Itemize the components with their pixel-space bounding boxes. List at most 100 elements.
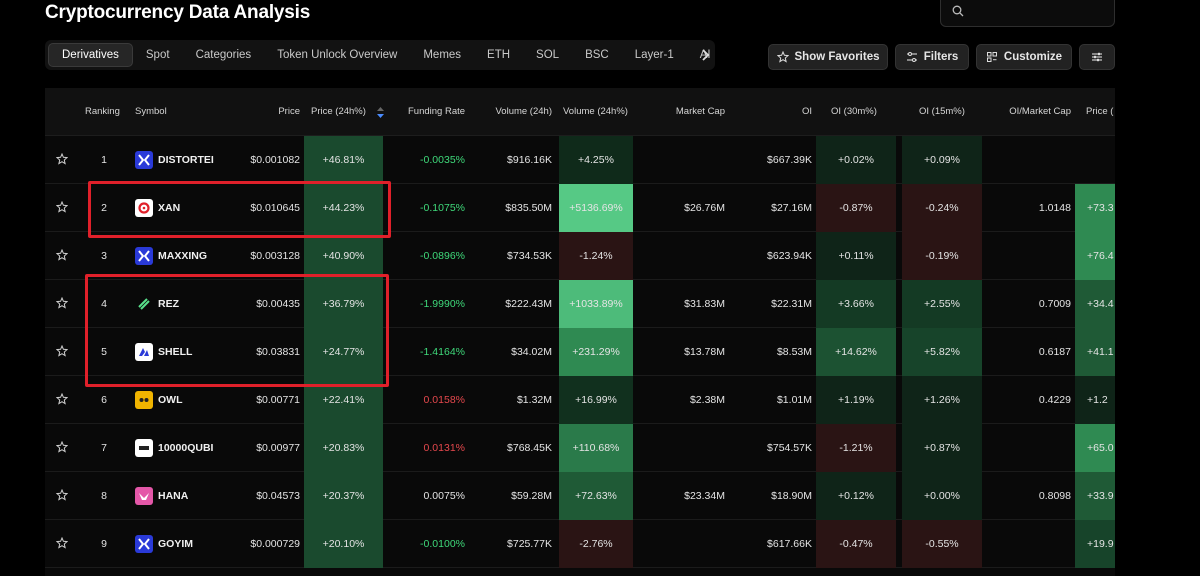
header-oi-15m[interactable]: OI (15m%) xyxy=(919,106,965,117)
market-cap-cell xyxy=(645,136,725,184)
favorite-star-icon[interactable] xyxy=(56,201,68,213)
table-row[interactable]: 2 XAN $0.010645 +44.23% -0.1075% $835.50M +513… xyxy=(45,184,1115,232)
symbol-cell[interactable]: REZ xyxy=(158,298,179,310)
tab-memes[interactable]: Memes xyxy=(423,49,462,61)
price-trunc-cell-bg xyxy=(1075,184,1115,232)
oi-30m-cell: +0.11% xyxy=(838,250,874,262)
filters-button[interactable]: Filters xyxy=(895,44,969,70)
rank-cell: 5 xyxy=(101,346,107,358)
funding-rate-cell: -0.0100% xyxy=(420,538,465,550)
favorite-star-icon[interactable] xyxy=(56,249,68,261)
price-24h-cell-bg xyxy=(304,328,383,376)
customize-label: Customize xyxy=(1003,51,1063,63)
symbol-cell[interactable]: DISTORTEI xyxy=(158,154,214,166)
oi-15m-cell: -0.55% xyxy=(925,538,959,550)
favorite-star-icon[interactable] xyxy=(56,441,68,453)
settings-sliders-button[interactable] xyxy=(1079,44,1115,70)
table-row[interactable]: 1 DISTORTEI $0.001082 +46.81% -0.0035% $916.1… xyxy=(45,136,1115,184)
sort-icon[interactable] xyxy=(377,107,384,118)
oi-market-cap-cell: 0.7009 xyxy=(1038,298,1071,310)
symbol-cell[interactable]: HANA xyxy=(158,490,189,502)
volume-pct-cell: -2.76% xyxy=(579,538,613,550)
oi-cell: $623.94K xyxy=(767,250,812,262)
header-oi-30m[interactable]: OI (30m%) xyxy=(831,106,877,117)
volume-pct-cell-bg xyxy=(559,424,633,472)
header-funding-rate[interactable]: Funding Rate xyxy=(408,106,466,117)
header-price-24h[interactable]: Price (24h%) xyxy=(311,106,366,117)
price-trunc-cell: +65.0 xyxy=(1087,442,1114,454)
table-row[interactable]: 5 SHELL $0.03831 +24.77% -1.4164% $34.02M +231… xyxy=(45,328,1115,376)
symbol-cell[interactable]: MAXXING xyxy=(158,250,208,262)
table-row[interactable]: 9 GOYIM $0.000729 +20.10% -0.0100% $725.77K -2… xyxy=(45,520,1115,568)
symbol-cell[interactable]: OWL xyxy=(158,394,183,406)
oi-15m-cell: +1.26% xyxy=(924,394,960,406)
header-volume-24h-pct[interactable]: Volume (24h%) xyxy=(563,106,628,117)
tab-spot[interactable]: Spot xyxy=(145,49,170,61)
header-market-cap[interactable]: Market Cap xyxy=(675,106,725,117)
show-favorites-button[interactable]: Show Favorites xyxy=(768,44,888,70)
oi-cell: $8.53M xyxy=(776,346,812,358)
tab-token-unlock-overview[interactable]: Token Unlock Overview xyxy=(277,49,398,61)
oi-15m-cell: +5.82% xyxy=(924,346,960,358)
volume-cell: $34.02M xyxy=(511,346,552,358)
symbol-cell[interactable]: 10000QUBI xyxy=(158,442,214,454)
tab-ai[interactable]: AI xyxy=(699,49,711,61)
header-price[interactable]: Price xyxy=(278,106,300,117)
funding-rate-cell: -1.4164% xyxy=(420,346,465,358)
header-ranking[interactable]: Ranking xyxy=(85,106,120,117)
volume-pct-cell-bg xyxy=(559,376,633,424)
oi-15m-cell-bg xyxy=(902,280,982,328)
price-trunc-cell-bg xyxy=(1075,520,1115,568)
search-input[interactable] xyxy=(940,0,1115,27)
header-oi-market-cap[interactable]: OI/Market Cap xyxy=(1009,106,1071,117)
tab-derivatives[interactable]: Derivatives xyxy=(48,43,133,67)
tab-eth[interactable]: ETH xyxy=(487,49,511,61)
oi-15m-cell-bg xyxy=(902,376,982,424)
table-row[interactable]: 8 HANA $0.04573 +20.37% 0.0075% $59.28M +72.63… xyxy=(45,472,1115,520)
price-cell: $0.04573 xyxy=(256,490,300,502)
favorite-star-icon[interactable] xyxy=(56,345,68,357)
volume-pct-cell: +110.68% xyxy=(572,442,620,454)
favorite-star-icon[interactable] xyxy=(56,297,68,309)
table-row[interactable]: 4 REZ $0.00435 +36.79% -1.9990% $222.43M +1033… xyxy=(45,280,1115,328)
symbol-cell[interactable]: GOYIM xyxy=(158,538,194,550)
price-trunc-cell-bg xyxy=(1075,328,1115,376)
volume-pct-cell: +16.99% xyxy=(575,394,617,406)
symbol-cell[interactable]: SHELL xyxy=(158,346,193,358)
price-trunc-cell: +33.9 xyxy=(1087,490,1114,502)
oi-30m-cell: -0.47% xyxy=(839,538,873,550)
oi-30m-cell-bg xyxy=(816,376,896,424)
tab-sol[interactable]: SOL xyxy=(536,49,560,61)
header-oi[interactable]: OI xyxy=(801,106,812,117)
tab-layer-1[interactable]: Layer-1 xyxy=(634,49,674,61)
price-24h-cell: +24.77% xyxy=(322,346,365,358)
symbol-cell[interactable]: XAN xyxy=(158,202,181,214)
oi-30m-cell-bg xyxy=(816,184,896,232)
tab-bsc[interactable]: BSC xyxy=(585,49,609,61)
customize-button[interactable]: Customize xyxy=(976,44,1072,70)
table-row[interactable]: 6 OWL $0.00771 +22.41% 0.0158% $1.32M +16.99% $… xyxy=(45,376,1115,424)
oi-30m-cell-bg xyxy=(816,136,896,184)
price-24h-cell: +22.41% xyxy=(322,394,365,406)
chevron-right-icon[interactable] xyxy=(699,47,713,63)
favorite-star-icon[interactable] xyxy=(56,537,68,549)
favorite-star-icon[interactable] xyxy=(56,489,68,501)
price-trunc-cell-bg xyxy=(1075,376,1115,424)
favorite-star-icon[interactable] xyxy=(56,153,68,165)
volume-pct-cell: +1033.89% xyxy=(569,298,623,310)
oi-30m-cell-bg xyxy=(816,280,896,328)
rank-cell: 1 xyxy=(101,154,107,166)
oi-30m-cell: +1.19% xyxy=(838,394,874,406)
oi-15m-cell-bg xyxy=(902,232,982,280)
header-symbol[interactable]: Symbol xyxy=(135,106,167,117)
volume-cell: $59.28M xyxy=(511,490,552,502)
market-cap-cell: $2.38M xyxy=(689,394,725,406)
market-cap-cell xyxy=(645,520,725,568)
table-row[interactable]: 3 MAXXING $0.003128 +40.90% -0.0896% $734.53K… xyxy=(45,232,1115,280)
favorite-star-icon[interactable] xyxy=(56,393,68,405)
header-price-truncated[interactable]: Price ( xyxy=(1086,106,1114,117)
table-row[interactable]: 7 10000QUBI $0.00977 +20.83% 0.0131% $768.45K… xyxy=(45,424,1115,472)
tab-categories[interactable]: Categories xyxy=(195,49,252,61)
header-volume-24h[interactable]: Volume (24h) xyxy=(495,106,552,117)
oi-30m-cell: +14.62% xyxy=(835,346,877,358)
